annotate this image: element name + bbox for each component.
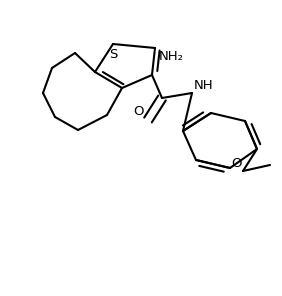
Text: NH₂: NH₂ xyxy=(159,50,184,63)
Text: O: O xyxy=(133,105,144,118)
Text: S: S xyxy=(109,48,117,61)
Text: NH: NH xyxy=(194,79,214,92)
Text: O: O xyxy=(232,157,242,170)
